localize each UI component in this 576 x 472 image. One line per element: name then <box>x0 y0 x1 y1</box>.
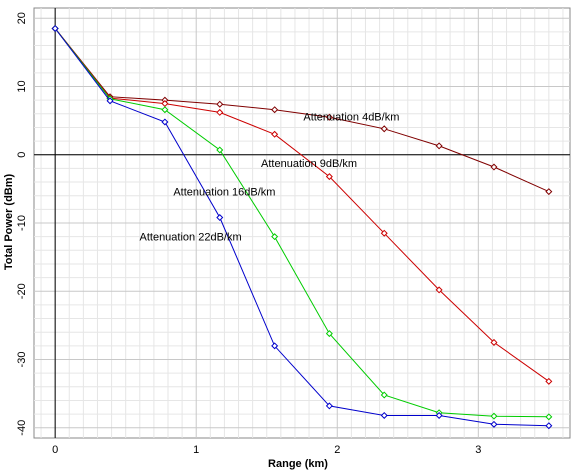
data-point-marker <box>435 142 443 150</box>
data-point-marker <box>51 24 59 32</box>
data-point-marker <box>490 163 498 171</box>
data-point-marker <box>325 330 333 338</box>
data-point-marker <box>545 413 553 421</box>
data-point-marker <box>380 125 388 133</box>
data-point-marker <box>380 411 388 419</box>
x-tick-label: 2 <box>334 444 340 456</box>
x-tick-label: 1 <box>193 444 199 456</box>
data-point-marker <box>435 411 443 419</box>
series-line-2 <box>54 28 549 418</box>
series-label-0: Attenuation 4dB/km <box>303 112 399 124</box>
data-point-marker <box>216 214 224 222</box>
data-point-marker <box>545 422 553 430</box>
x-tick-label: 3 <box>475 444 481 456</box>
data-point-marker <box>216 146 224 154</box>
grid-lines <box>34 8 570 438</box>
axes <box>34 8 570 438</box>
data-point-marker <box>106 97 114 105</box>
y-axis-title: Total Power (dBm) <box>3 173 15 270</box>
y-tick-label: -20 <box>16 283 28 299</box>
series-line-3 <box>54 28 549 427</box>
tick-labels: 0 1 2 3 20 10 0 -10 -20 -30 -40 <box>16 12 481 456</box>
y-tick-label: 20 <box>16 12 28 24</box>
y-tick-label: -10 <box>16 215 28 231</box>
data-point-marker <box>490 338 498 346</box>
data-point-marker <box>380 229 388 237</box>
data-point-marker <box>490 420 498 428</box>
y-tick-label: -40 <box>16 420 28 436</box>
series-label-2: Attenuation 16dB/km <box>173 187 275 199</box>
x-tick-label: 0 <box>52 444 58 456</box>
data-point-marker <box>545 188 553 196</box>
data-point-marker <box>545 377 553 385</box>
data-point-marker <box>435 286 443 294</box>
series-line-1 <box>54 28 550 382</box>
series-label-1: Attenuation 9dB/km <box>261 158 357 170</box>
data-point-marker <box>380 391 388 399</box>
data-point-marker <box>161 118 169 126</box>
series-line-0 <box>54 28 550 193</box>
y-tick-label: 0 <box>16 152 28 158</box>
series-label-3: Attenuation 22dB/km <box>140 232 242 244</box>
data-point-marker <box>271 342 279 350</box>
y-tick-label: 10 <box>16 80 28 92</box>
series-lines <box>51 24 553 430</box>
data-point-marker <box>216 100 224 108</box>
data-point-marker <box>325 173 333 181</box>
data-point-marker <box>271 233 279 241</box>
series-labels: Attenuation 4dB/km Attenuation 9dB/km Atte… <box>140 112 400 244</box>
data-point-marker <box>325 402 333 410</box>
x-axis-title: Range (km) <box>268 458 328 470</box>
data-point-marker <box>216 108 224 116</box>
data-point-marker <box>325 113 333 121</box>
data-point-marker <box>490 412 498 420</box>
data-point-marker <box>161 106 169 114</box>
data-point-marker <box>271 106 279 114</box>
y-tick-label: -30 <box>16 352 28 368</box>
data-point-marker <box>271 130 279 138</box>
